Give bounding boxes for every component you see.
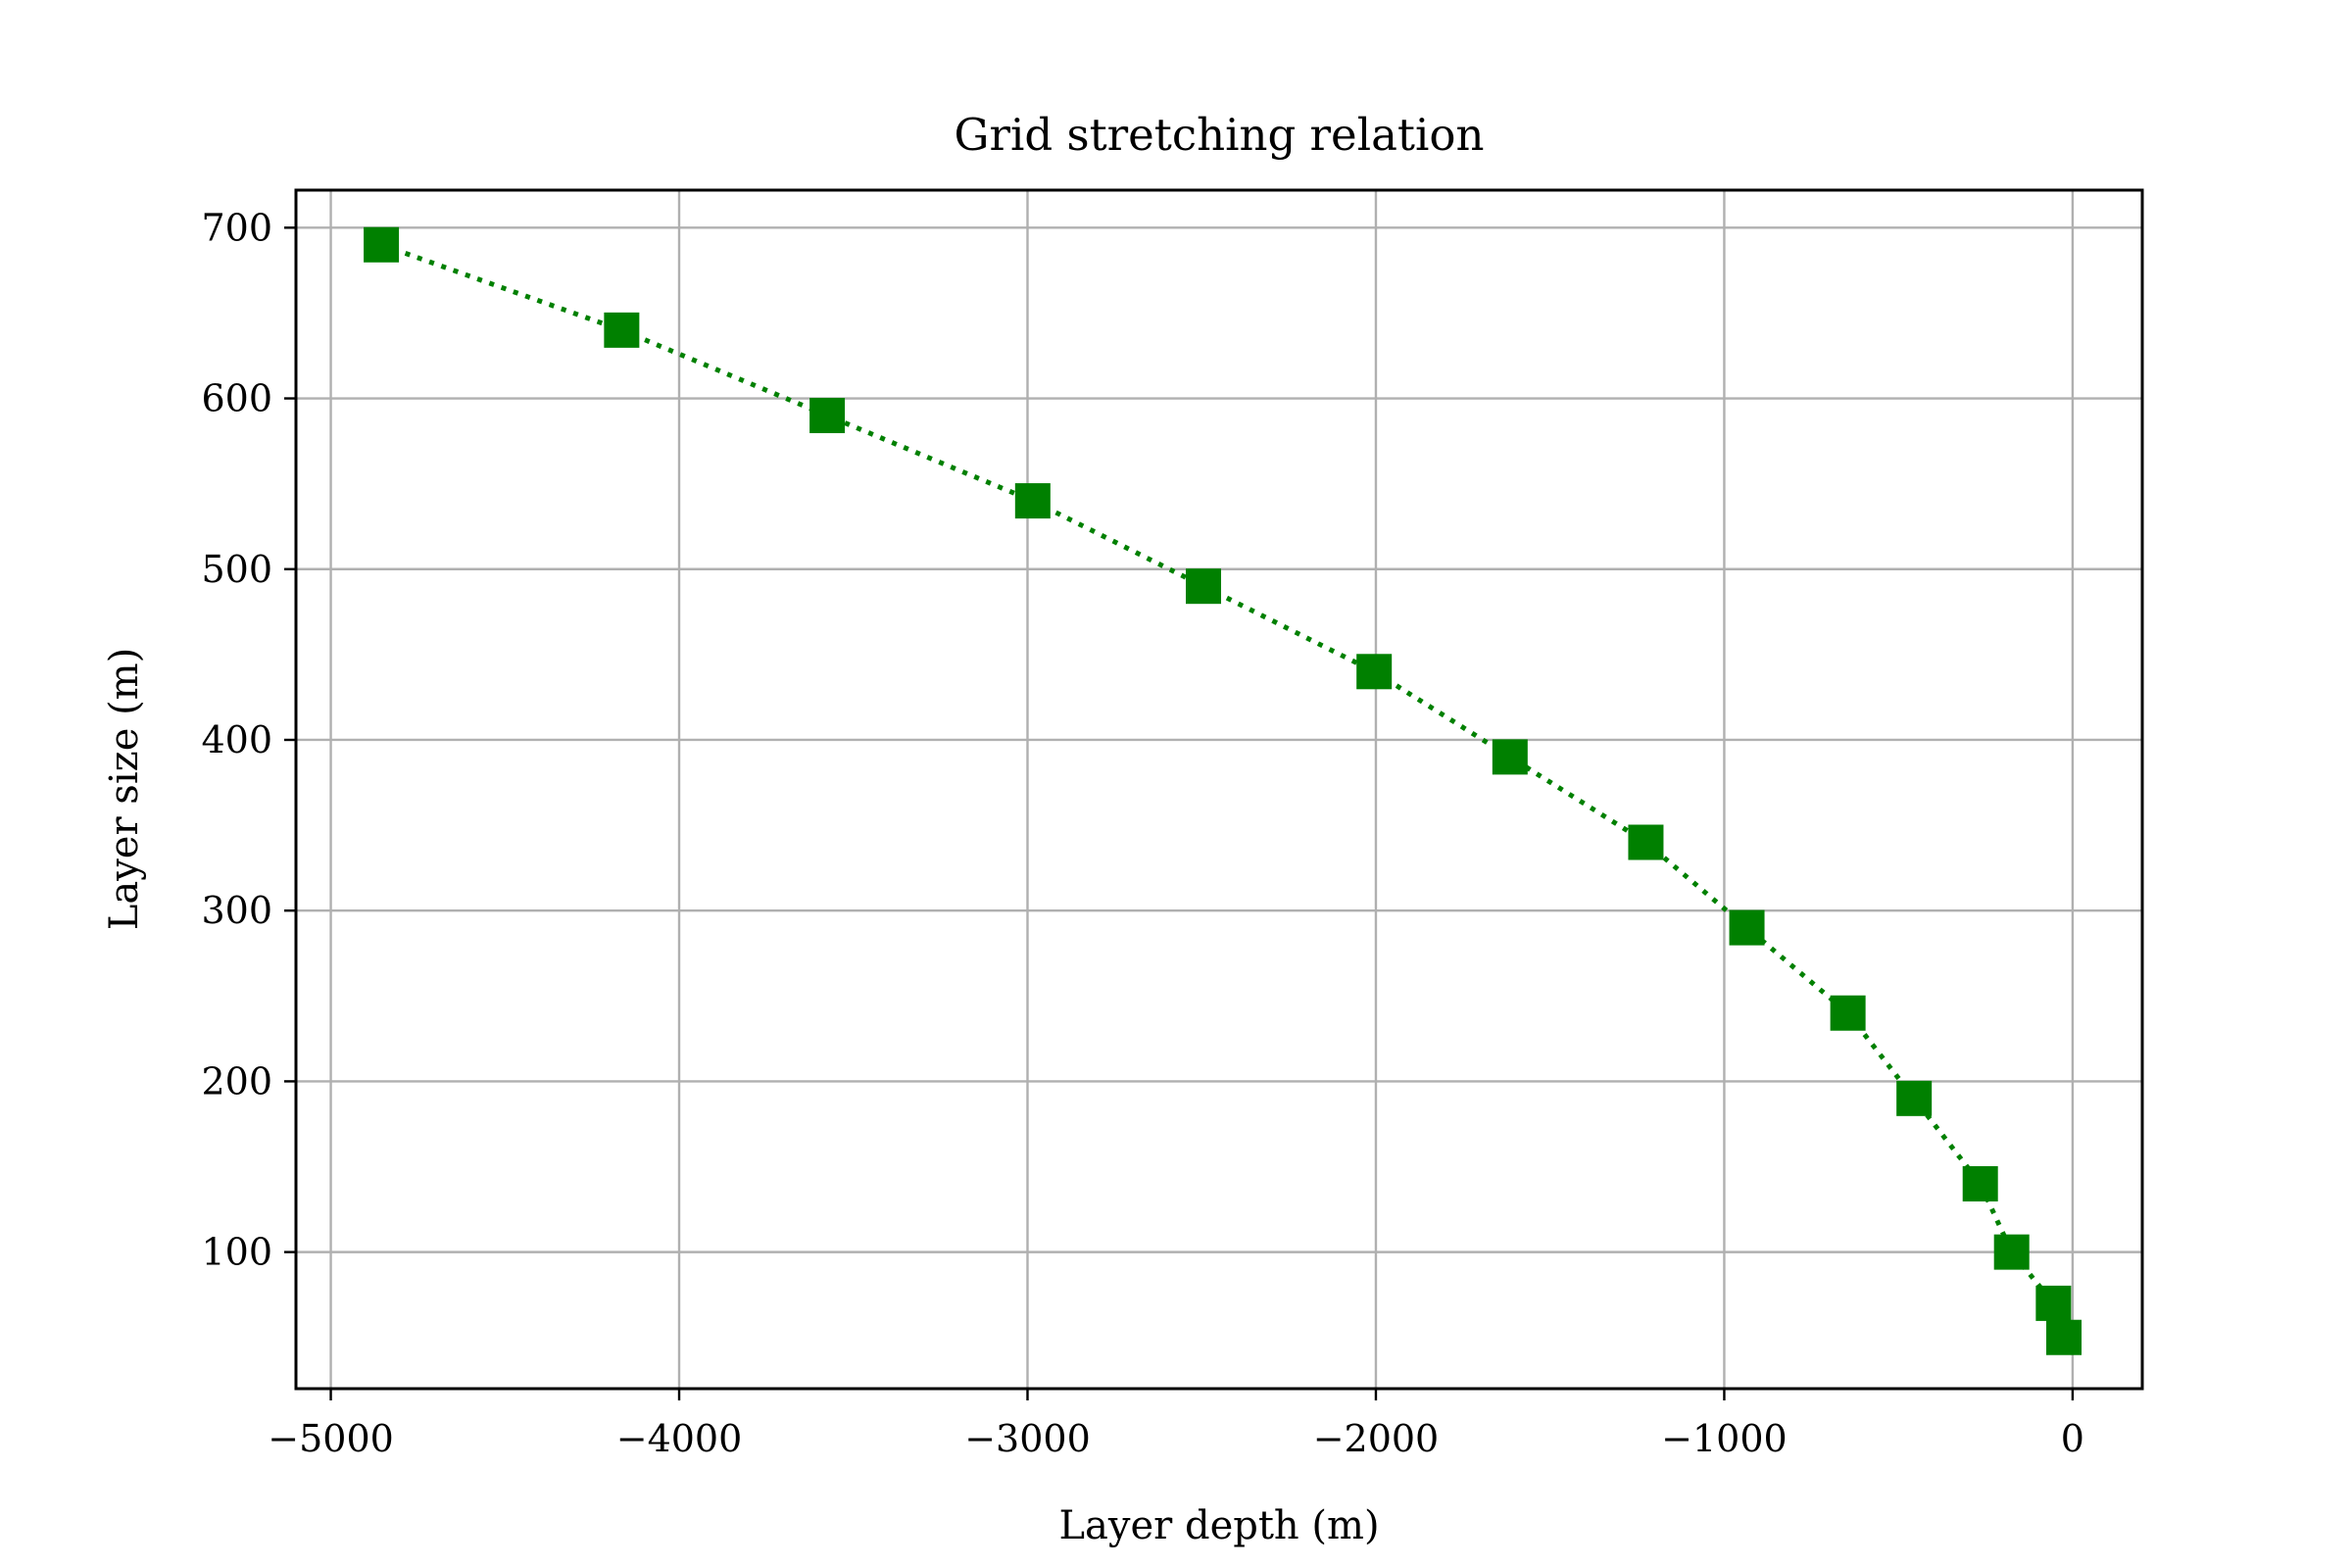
data-point-marker [1186,568,1222,605]
y-tick-label: 400 [201,718,272,761]
x-tick-label: −3000 [964,1417,1091,1460]
data-series [364,226,2082,1355]
data-point-marker [1993,1234,2030,1270]
x-tick-label: −1000 [1661,1417,1788,1460]
x-tick-label: −5000 [268,1417,394,1460]
data-point-marker [1356,654,1393,690]
x-axis-ticks: −5000 −4000 −3000 −2000 −1000 0 [268,1389,2084,1460]
data-point-marker [364,226,400,263]
data-point-marker [2046,1319,2082,1355]
y-tick-label: 700 [201,206,272,249]
y-tick-label: 600 [201,377,272,420]
y-tick-label: 100 [201,1231,272,1274]
data-point-marker [1962,1165,1998,1201]
y-tick-label: 300 [201,889,272,932]
y-axis-ticks: 100 200 300 400 500 600 700 [201,206,296,1274]
chart-title: Grid stretching relation [955,109,1485,161]
x-tick-label: −4000 [616,1417,743,1460]
y-tick-label: 200 [201,1059,272,1102]
axes-frame [294,188,2144,1391]
y-tick-label: 500 [201,548,272,591]
data-point-marker [1492,739,1528,775]
x-tick-label: −2000 [1313,1417,1440,1460]
data-point-marker [2035,1285,2072,1321]
x-axis-label: Layer depth (m) [1058,1503,1379,1548]
data-point-marker [1628,824,1664,860]
data-point-marker [1896,1080,1933,1116]
data-point-marker [604,312,640,348]
data-point-marker [1729,909,1765,946]
y-axis-label: Layer size (m) [102,648,147,930]
x-tick-label: 0 [2061,1417,2084,1460]
data-point-marker [1014,483,1051,519]
plot-area [296,190,2142,1389]
data-point-marker [1830,995,1866,1031]
data-point-marker [809,397,846,433]
